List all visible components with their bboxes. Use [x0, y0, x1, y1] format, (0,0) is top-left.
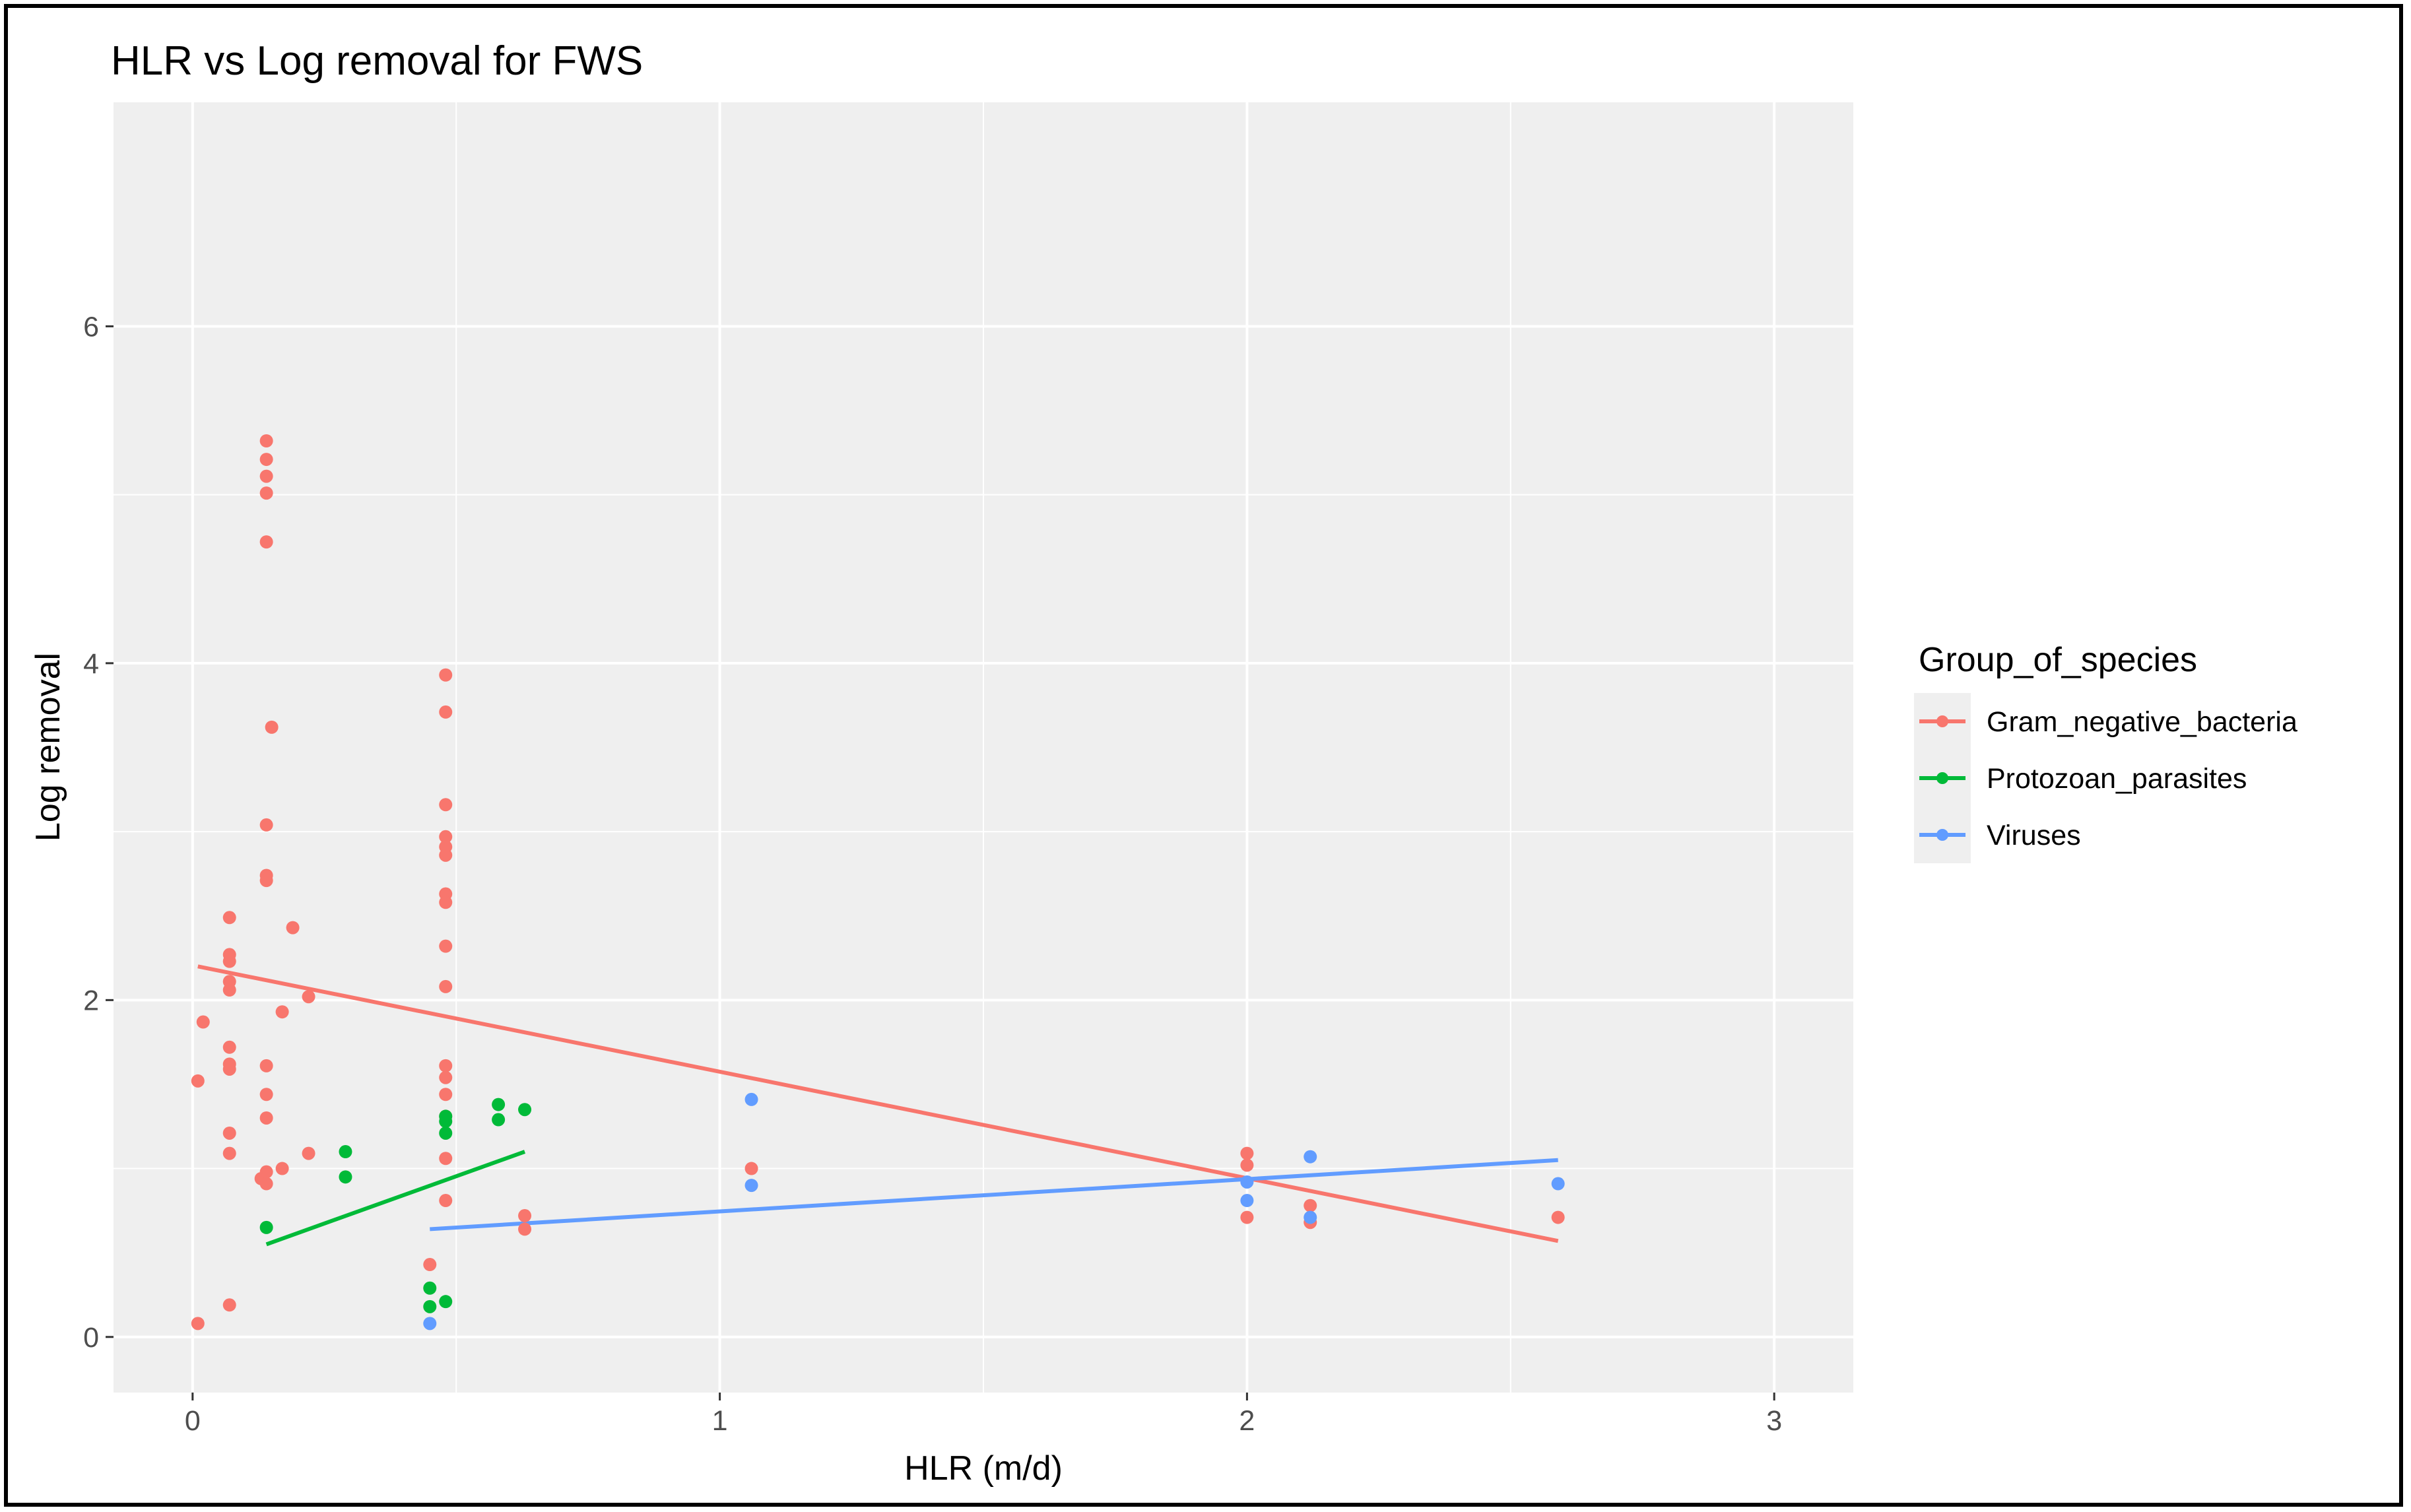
point-gram-negative-bacteria — [222, 911, 236, 925]
point-protozoan-parasites — [518, 1103, 532, 1117]
point-gram-negative-bacteria — [439, 1088, 453, 1101]
point-gram-negative-bacteria — [259, 469, 273, 483]
point-gram-negative-bacteria — [259, 1177, 273, 1191]
point-gram-negative-bacteria — [518, 1222, 532, 1236]
point-gram-negative-bacteria — [259, 535, 273, 549]
x-tick-label: 1 — [712, 1405, 728, 1437]
point-gram-negative-bacteria — [302, 1146, 315, 1160]
point-protozoan-parasites — [339, 1170, 352, 1184]
point-gram-negative-bacteria — [196, 1015, 210, 1029]
point-gram-negative-bacteria — [259, 1059, 273, 1072]
point-gram-negative-bacteria — [439, 979, 453, 993]
trend-line-viruses — [430, 1158, 1558, 1232]
point-gram-negative-bacteria — [259, 874, 273, 888]
data-points — [191, 434, 1565, 1331]
point-viruses — [423, 1317, 437, 1331]
axis-ticks: 0 1 2 3 0 2 4 6 — [83, 311, 1782, 1437]
point-gram-negative-bacteria — [191, 1074, 205, 1088]
point-gram-negative-bacteria — [302, 990, 315, 1004]
point-viruses — [744, 1092, 758, 1106]
point-gram-negative-bacteria — [259, 1088, 273, 1101]
trend-lines — [197, 964, 1559, 1247]
y-axis-title: Log removal — [29, 653, 67, 841]
point-protozoan-parasites — [492, 1113, 506, 1127]
point-gram-negative-bacteria — [1240, 1210, 1254, 1224]
point-gram-negative-bacteria — [222, 983, 236, 997]
point-protozoan-parasites — [439, 1115, 453, 1129]
legend-title: Group_of_species — [1919, 641, 2197, 679]
point-gram-negative-bacteria — [439, 1194, 453, 1208]
point-gram-negative-bacteria — [259, 453, 273, 467]
y-tick-label: 4 — [83, 648, 99, 680]
point-viruses — [1304, 1210, 1317, 1224]
point-gram-negative-bacteria — [518, 1209, 532, 1223]
x-axis-title: HLR (m/d) — [904, 1449, 1063, 1488]
point-gram-negative-bacteria — [439, 705, 453, 719]
point-gram-negative-bacteria — [439, 1070, 453, 1084]
point-gram-negative-bacteria — [222, 1062, 236, 1076]
point-gram-negative-bacteria — [286, 921, 300, 935]
gridlines — [114, 102, 1853, 1393]
legend-label-protozoan-parasites: Protozoan_parasites — [1987, 763, 2247, 795]
point-gram-negative-bacteria — [439, 896, 453, 909]
point-gram-negative-bacteria — [259, 1111, 273, 1125]
point-gram-negative-bacteria — [439, 1059, 453, 1072]
point-gram-negative-bacteria — [439, 848, 453, 862]
point-gram-negative-bacteria — [439, 830, 453, 843]
point-gram-negative-bacteria — [1240, 1158, 1254, 1172]
legend-label-gram-negative-bacteria: Gram_negative_bacteria — [1987, 706, 2297, 738]
y-tick-label: 0 — [83, 1322, 99, 1354]
point-gram-negative-bacteria — [222, 1040, 236, 1054]
chart-title: HLR vs Log removal for FWS — [111, 38, 643, 84]
x-tick-label: 0 — [185, 1405, 201, 1437]
point-gram-negative-bacteria — [275, 1005, 289, 1019]
point-protozoan-parasites — [423, 1281, 437, 1295]
trend-line-gram-negative-bacteria — [197, 964, 1559, 1243]
point-gram-negative-bacteria — [275, 1162, 289, 1175]
point-viruses — [1551, 1177, 1565, 1191]
legend-key-point-viruses — [1936, 829, 1948, 841]
y-tick-label: 2 — [83, 985, 99, 1016]
point-protozoan-parasites — [259, 1220, 273, 1234]
point-gram-negative-bacteria — [259, 818, 273, 832]
point-gram-negative-bacteria — [439, 939, 453, 953]
point-gram-negative-bacteria — [222, 954, 236, 968]
point-viruses — [1240, 1175, 1254, 1189]
y-tick-label: 6 — [83, 311, 99, 343]
point-gram-negative-bacteria — [439, 798, 453, 812]
point-gram-negative-bacteria — [191, 1317, 205, 1331]
point-gram-negative-bacteria — [1240, 1146, 1254, 1160]
point-gram-negative-bacteria — [259, 486, 273, 500]
point-gram-negative-bacteria — [259, 434, 273, 447]
point-gram-negative-bacteria — [439, 1152, 453, 1166]
legend-label-viruses: Viruses — [1987, 820, 2081, 851]
point-gram-negative-bacteria — [1304, 1199, 1317, 1212]
point-protozoan-parasites — [439, 1126, 453, 1140]
legend-key-point-gram-negative-bacteria — [1936, 715, 1948, 727]
point-gram-negative-bacteria — [423, 1258, 437, 1272]
point-gram-negative-bacteria — [744, 1162, 758, 1175]
point-gram-negative-bacteria — [222, 1298, 236, 1312]
point-viruses — [744, 1179, 758, 1193]
trend-line-protozoan-parasites — [265, 1150, 526, 1247]
x-tick-label: 3 — [1766, 1405, 1782, 1437]
point-gram-negative-bacteria — [439, 668, 453, 682]
point-gram-negative-bacteria — [1551, 1210, 1565, 1224]
point-gram-negative-bacteria — [222, 1146, 236, 1160]
legend-key-point-protozoan-parasites — [1936, 772, 1948, 784]
point-gram-negative-bacteria — [265, 720, 279, 734]
point-gram-negative-bacteria — [222, 1126, 236, 1140]
point-viruses — [1304, 1150, 1317, 1164]
x-tick-label: 2 — [1239, 1405, 1255, 1437]
point-protozoan-parasites — [439, 1295, 453, 1309]
legend: Gram_negative_bacteria Protozoan_parasite… — [1914, 693, 2297, 863]
point-viruses — [1240, 1194, 1254, 1208]
point-protozoan-parasites — [339, 1145, 352, 1159]
point-protozoan-parasites — [423, 1299, 437, 1313]
point-protozoan-parasites — [492, 1098, 506, 1111]
